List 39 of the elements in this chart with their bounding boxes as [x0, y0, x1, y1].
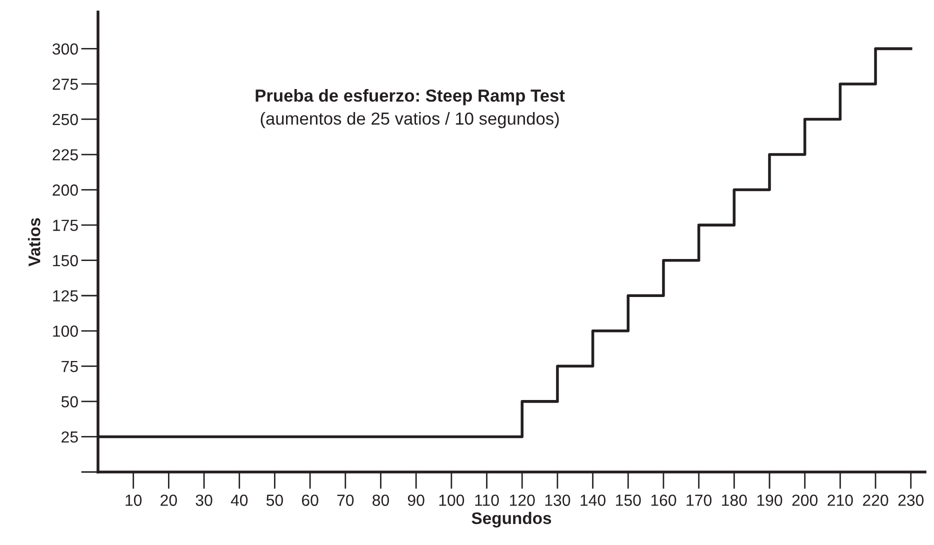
- x-tick-label: 220: [863, 494, 888, 506]
- y-tick-label: 275: [52, 78, 78, 90]
- x-tick-label: 200: [792, 494, 818, 506]
- x-tick-label: 160: [651, 494, 676, 506]
- x-tick-label: 10: [126, 494, 142, 506]
- x-tick-label: 30: [196, 494, 212, 506]
- x-tick-label: 210: [828, 494, 853, 506]
- x-tick-label: 150: [616, 494, 641, 506]
- y-tick-label: 175: [53, 220, 78, 232]
- x-tick-label: 70: [337, 494, 354, 506]
- x-tick-label: 180: [722, 494, 747, 506]
- x-tick-label: 230: [898, 494, 924, 506]
- x-tick-label: 120: [510, 494, 535, 506]
- y-tick-label: 200: [52, 184, 78, 196]
- x-tick-label: 100: [439, 494, 464, 506]
- y-tick-label: 50: [61, 396, 78, 408]
- x-tick-label: 140: [580, 494, 606, 506]
- y-tick-label: 25: [62, 431, 78, 443]
- x-tick-label: 170: [686, 494, 712, 506]
- x-tick-label: 20: [160, 494, 177, 506]
- x-tick-label: 80: [372, 494, 389, 506]
- x-tick-label: 110: [475, 494, 499, 506]
- y-tick-label: 250: [52, 114, 78, 126]
- y-tick-label: 300: [52, 43, 78, 55]
- y-tick-label: 75: [62, 360, 78, 372]
- y-tick-label: 125: [53, 290, 78, 302]
- x-tick-label: 90: [408, 494, 424, 506]
- y-axis-title: Vatios: [28, 218, 40, 266]
- x-tick-label: 40: [230, 494, 248, 506]
- x-tick-label: 60: [302, 494, 318, 506]
- x-tick-label: 130: [545, 494, 570, 506]
- x-axis-title: Segundos: [472, 512, 552, 528]
- y-tick-label: 100: [53, 326, 78, 337]
- text: Prueba de esfuerzo: Steep Ramp Test: [256, 89, 565, 106]
- text: (aumentos de 25 vatios / 10 segundos): [260, 112, 559, 128]
- y-tick-label: 225: [52, 149, 78, 160]
- y-tick-label: 150: [53, 254, 78, 266]
- x-tick-label: 190: [757, 494, 782, 506]
- x-tick-label: 50: [266, 494, 283, 506]
